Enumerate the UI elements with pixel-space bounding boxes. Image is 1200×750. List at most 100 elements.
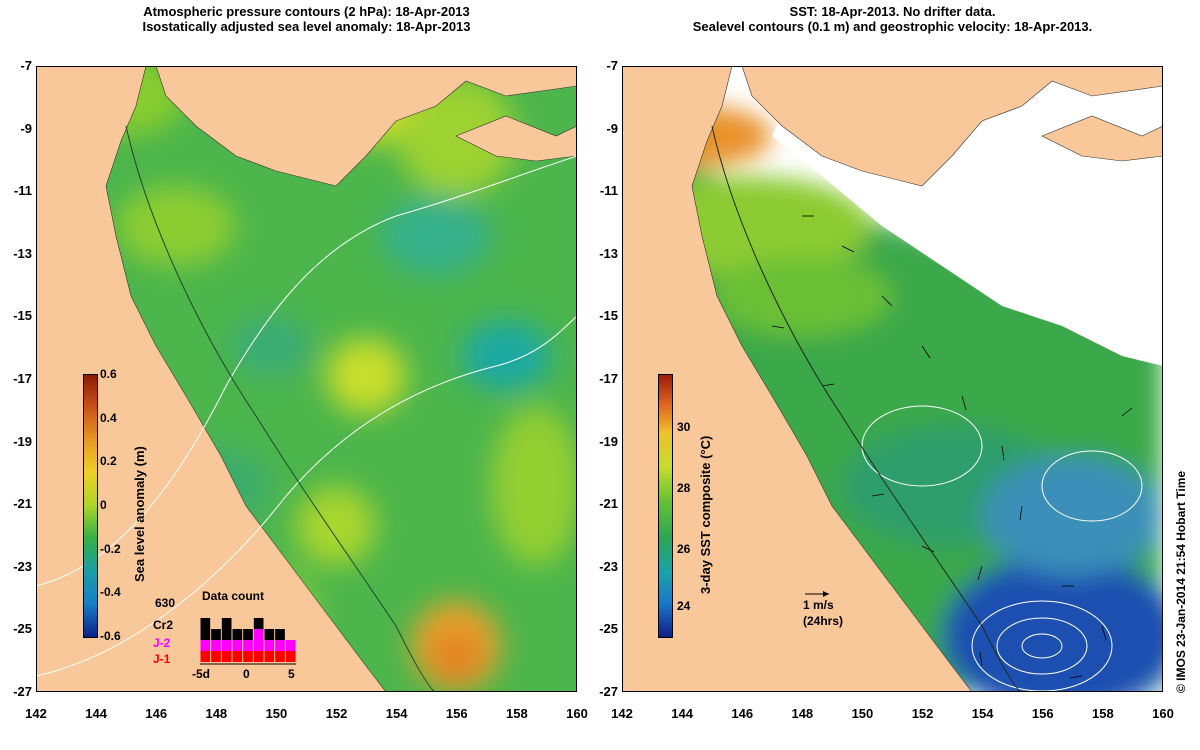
right-lat-label: -21 [599,496,618,512]
scale-arrow-label: 1 m/s [803,598,834,612]
data-count-bar-j2 [285,640,296,651]
new-guinea-land [741,66,1163,187]
left-lat-label: -13 [13,245,32,261]
australia-land [622,66,973,692]
data-count-legend-j1: J-1 [153,652,171,666]
data-count-bar-j1 [285,651,296,662]
left-title: Atmospheric pressure contours (2 hPa): 1… [36,4,577,34]
right-lat-label: -7 [606,58,618,73]
left-lat-label: -7 [20,58,32,73]
right-lat-label: -17 [599,371,618,386]
data-count-bar-j1 [211,651,221,662]
left-lat-label: -27 [13,684,32,699]
right-lon-label: 148 [791,706,814,721]
data-count-bar-j2 [211,640,221,651]
data-count-bar-j2 [221,640,232,651]
right-lat-label: -13 [599,245,618,261]
credit-text: © IMOS 23-Jan-2014 21:54 Hobart Time [1174,470,1188,693]
data-count-bar-j1 [253,651,264,662]
left-lon-label: 144 [85,706,107,721]
left-lat-label: -17 [13,371,32,386]
data-count-bar-j2 [232,640,243,651]
data-count-bar-j1 [200,651,211,662]
right-lat-label: -19 [599,433,618,449]
right-lon-label: 154 [971,706,994,721]
data-count-bar-cr2 [243,629,253,640]
left-colorbar-tick: 0.4 [100,410,117,425]
left-colorbar-tick: 0.2 [100,454,117,469]
data-count-legend-j2: J-2 [153,636,171,650]
data-count-bar-j1 [221,651,232,662]
data-count-xlabel-mid: 0 [243,667,250,681]
right-lat-label: -25 [599,621,618,637]
geostrophic-velocity-arrows [771,215,1133,679]
data-count-bar-cr2 [221,618,232,640]
right-lat-label: -9 [606,120,618,136]
right-lon-label: 146 [731,706,754,721]
data-count-bar-cr2 [232,629,243,640]
data-count-chart [200,618,296,665]
right-lon-label: 160 [1152,706,1174,721]
pressure-contour [36,155,577,587]
pressure-contour [36,315,577,677]
right-colorbar-tick: 26 [677,542,691,556]
right-lat-label: -11 [599,183,618,199]
data-count-legend-cr2: Cr2 [153,618,174,632]
left-lat-label: -9 [20,120,32,136]
right-lon-label: 150 [851,706,874,721]
left-colorbar-tick: -0.6 [100,629,121,643]
right-lat-label: -23 [599,558,618,574]
left-lat-label: -23 [13,558,32,574]
sst-colorbar [658,374,673,638]
scale-arrow-sublabel: (24hrs) [803,614,844,628]
left-lon-label: 160 [566,706,588,721]
left-lat-label: -25 [13,621,32,637]
right-lat-label: -27 [599,684,618,699]
data-count-bar-cr2 [275,629,285,640]
right-colorbar-tick: 28 [677,481,691,495]
right-lon-label: 142 [611,706,633,721]
right-lon-label: 156 [1031,706,1054,721]
sst-map [622,66,1163,692]
left-colorbar-tick: -0.4 [100,585,121,600]
data-count-bar-j1 [275,651,285,662]
data-count-bar-j1 [232,651,243,662]
right-title: SST: 18-Apr-2013. No drifter data. Seale… [622,4,1163,34]
left-lon-label: 146 [145,706,168,721]
new-guinea-land [155,66,577,187]
data-count-bar-j2 [264,640,275,651]
left-colorbar-tick: 0 [100,498,107,512]
left-lon-label: 142 [25,706,47,721]
left-colorbar-label: Sea level anomaly (m) [132,446,147,582]
data-count-title: Data count [202,589,265,603]
right-colorbar-tick: 24 [677,599,691,613]
left-lat-label: -19 [13,433,32,449]
left-title-line2: Isostatically adjusted sea level anomaly… [142,19,471,34]
islands-land [1041,115,1163,162]
right-lon-label: 144 [671,706,693,721]
right-lon-label: 158 [1092,706,1114,721]
islands-land [455,115,577,162]
bathymetry-contour [125,125,437,692]
data-count-xlabel-end: 5 [288,667,295,681]
right-title-line1: SST: 18-Apr-2013. No drifter data. [789,4,996,19]
left-title-line1: Atmospheric pressure contours (2 hPa): 1… [143,4,470,19]
right-lon-label: 152 [911,706,934,721]
data-count-xlabel-start: -5d [192,667,210,681]
data-count-bar-j2 [275,640,285,651]
data-count-bar-cr2 [253,618,264,629]
right-colorbar-tick: 30 [677,420,691,434]
data-count-bar-cr2 [264,629,275,640]
data-count-bar-cr2 [200,618,211,640]
data-count-max: 630 [155,596,176,610]
left-lat-label: -15 [13,308,32,324]
left-lon-label: 150 [265,706,288,721]
left-colorbar-tick: -0.2 [100,541,121,556]
data-count-bar-cr2 [211,629,221,640]
left-lon-label: 158 [506,706,528,721]
bathymetry-contour [711,125,1023,692]
left-lon-label: 148 [205,706,228,721]
data-count-bar-j1 [264,651,275,662]
left-colorbar-tick: 0.6 [100,367,117,381]
left-lon-label: 154 [385,706,408,721]
